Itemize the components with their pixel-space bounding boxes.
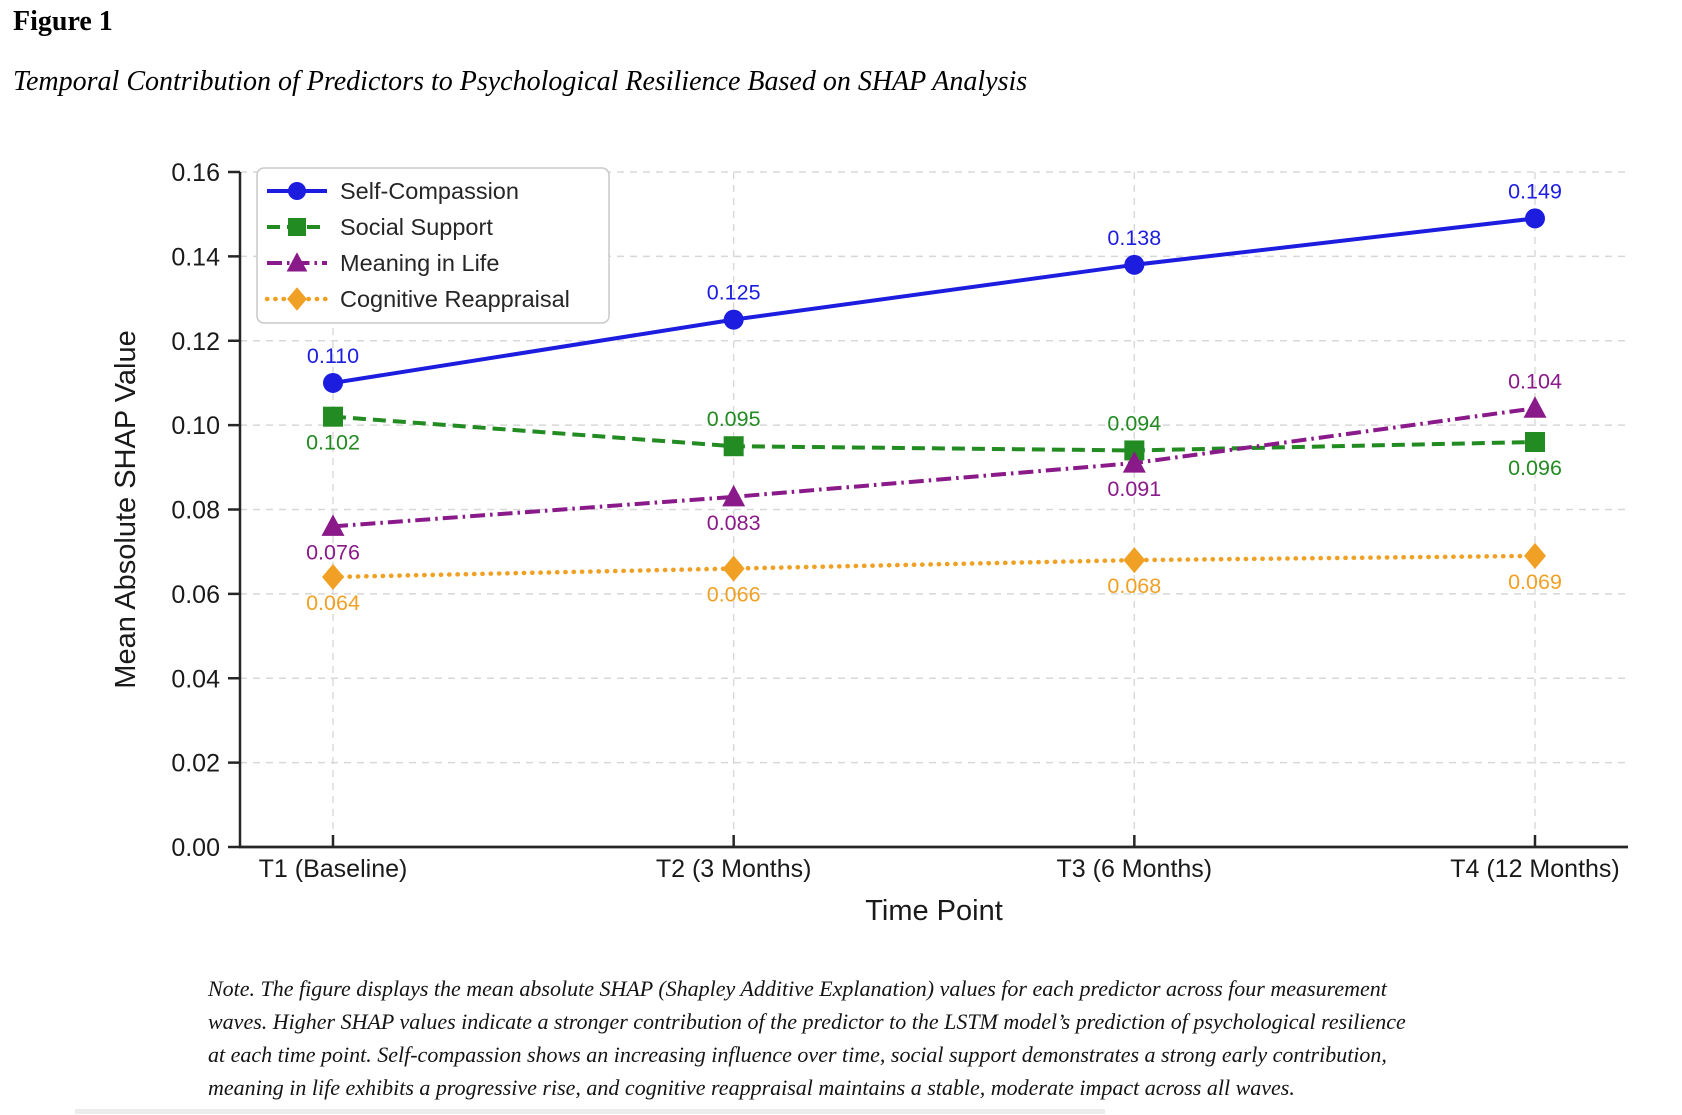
legend-marker-meaning-in-life bbox=[286, 252, 308, 272]
data-point-marker-cognitive-reappraisal bbox=[722, 555, 745, 582]
data-point-label-cognitive-reappraisal: 0.069 bbox=[1508, 570, 1562, 594]
x-tick-label: T3 (6 Months) bbox=[1057, 855, 1213, 883]
y-tick-label: 0.06 bbox=[171, 581, 220, 609]
data-point-label-self-compassion: 0.110 bbox=[307, 344, 359, 368]
y-tick-label: 0.08 bbox=[171, 497, 220, 525]
note-line: meaning in life exhibits a progressive r… bbox=[208, 1075, 1295, 1100]
data-point-marker-meaning-in-life bbox=[722, 484, 746, 507]
data-point-marker-social-support bbox=[1525, 432, 1545, 452]
series-line-self-compassion bbox=[332, 216, 1536, 385]
legend-box bbox=[256, 167, 610, 324]
data-point-marker-social-support bbox=[1124, 440, 1145, 461]
x-tick-label: T2 (3 Months) bbox=[656, 855, 812, 883]
data-point-label-cognitive-reappraisal: 0.068 bbox=[1107, 574, 1161, 598]
data-point-label-meaning-in-life: 0.076 bbox=[306, 540, 360, 564]
data-point-label-social-support: 0.102 bbox=[306, 431, 360, 455]
legend-label-social-support: Social Support bbox=[340, 214, 493, 240]
legend-marker-cognitive-reappraisal bbox=[287, 287, 307, 311]
y-tick-label: 0.02 bbox=[171, 750, 220, 778]
page-edge-strip bbox=[75, 1109, 1105, 1114]
data-point-label-social-support: 0.096 bbox=[1508, 456, 1562, 480]
data-point-marker-cognitive-reappraisal bbox=[322, 564, 344, 590]
data-point-label-cognitive-reappraisal: 0.064 bbox=[306, 591, 360, 615]
data-point-label-meaning-in-life: 0.104 bbox=[1508, 369, 1562, 393]
data-point-marker-cognitive-reappraisal bbox=[1524, 542, 1546, 569]
data-point-marker-self-compassion bbox=[323, 372, 343, 393]
x-tick-label: T4 (12 Months) bbox=[1450, 855, 1620, 883]
legend-marker-social-support bbox=[288, 218, 306, 236]
series-line-meaning-in-life bbox=[332, 406, 1536, 529]
y-tick-label: 0.14 bbox=[171, 243, 220, 271]
series-line-social-support bbox=[332, 414, 1536, 453]
legend-label-cognitive-reappraisal: Cognitive Reappraisal bbox=[340, 286, 570, 312]
data-point-label-self-compassion: 0.149 bbox=[1508, 179, 1562, 203]
data-point-marker-meaning-in-life bbox=[321, 514, 345, 536]
data-point-marker-meaning-in-life bbox=[1523, 396, 1547, 418]
data-point-marker-self-compassion bbox=[1124, 254, 1145, 275]
data-point-marker-cognitive-reappraisal bbox=[1123, 547, 1146, 574]
data-point-label-meaning-in-life: 0.083 bbox=[707, 511, 761, 535]
data-point-marker-social-support bbox=[323, 406, 343, 427]
y-tick-label: 0.04 bbox=[171, 665, 220, 693]
data-point-label-self-compassion: 0.138 bbox=[1107, 226, 1161, 250]
legend-label-meaning-in-life: Meaning in Life bbox=[340, 250, 499, 276]
y-tick-label: 0.12 bbox=[171, 328, 220, 356]
figure-label: Figure 1 bbox=[13, 6, 113, 37]
y-tick-label: 0.00 bbox=[171, 834, 220, 862]
note-line: at each time point. Self-compassion show… bbox=[208, 1042, 1387, 1067]
figure-note: Note. The figure displays the mean absol… bbox=[208, 972, 1508, 1104]
figure-caption: Temporal Contribution of Predictors to P… bbox=[13, 66, 1028, 97]
y-axis-title: Mean Absolute SHAP Value bbox=[110, 330, 142, 688]
data-point-marker-self-compassion bbox=[1525, 208, 1545, 229]
data-point-marker-social-support bbox=[723, 436, 744, 457]
data-point-label-social-support: 0.094 bbox=[1107, 411, 1161, 435]
data-point-label-cognitive-reappraisal: 0.066 bbox=[707, 583, 761, 607]
x-axis-title: Time Point bbox=[865, 895, 1003, 927]
data-point-marker-meaning-in-life bbox=[1122, 451, 1146, 473]
x-tick-label: T1 (Baseline) bbox=[259, 855, 408, 883]
y-tick-label: 0.10 bbox=[171, 412, 220, 440]
legend-label-self-compassion: Self-Compassion bbox=[340, 178, 519, 204]
data-point-label-social-support: 0.095 bbox=[707, 407, 761, 431]
note-line: Note. The figure displays the mean absol… bbox=[208, 976, 1387, 1001]
legend-marker-self-compassion bbox=[288, 182, 306, 200]
data-point-marker-self-compassion bbox=[723, 309, 744, 330]
note-line: waves. Higher SHAP values indicate a str… bbox=[208, 1009, 1406, 1034]
data-point-label-self-compassion: 0.125 bbox=[707, 281, 761, 305]
data-point-label-meaning-in-life: 0.091 bbox=[1107, 477, 1161, 501]
series-line-cognitive-reappraisal bbox=[330, 553, 1538, 580]
y-tick-label: 0.16 bbox=[171, 159, 220, 187]
